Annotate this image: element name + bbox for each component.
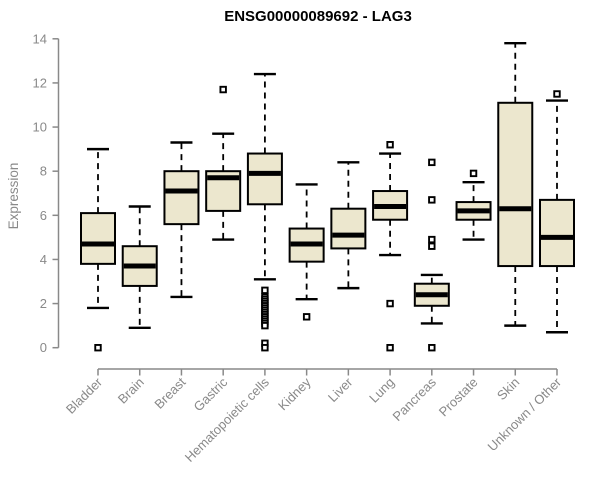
box-rect: [80, 212, 116, 265]
y-tick-label: 4: [40, 252, 47, 267]
outlier-point: [219, 85, 227, 94]
outlier-point: [302, 313, 311, 321]
y-tick-label: 12: [33, 75, 47, 90]
y-tick-label: 0: [40, 340, 47, 355]
x-category-label: Kidney: [275, 374, 314, 413]
outlier-point: [553, 90, 561, 98]
box-rect: [330, 207, 367, 250]
x-category-label: Unknown / Other: [485, 374, 565, 454]
x-category-label: Brain: [115, 375, 147, 407]
x-category-label: Skin: [494, 375, 522, 403]
box-rect: [497, 101, 534, 268]
y-tick-label: 2: [40, 296, 47, 311]
y-tick-label: 8: [40, 164, 47, 179]
x-category-label: Breast: [151, 374, 188, 411]
outlier-point: [386, 344, 394, 352]
outlier-point: [261, 321, 269, 330]
x-category-label: Pancreas: [389, 374, 439, 424]
outlier-point: [261, 344, 269, 352]
box-rect: [246, 152, 283, 206]
outlier-point: [386, 141, 394, 149]
box-rect: [163, 170, 200, 226]
x-category-label: Liver: [325, 374, 356, 405]
outlier-point: [428, 242, 436, 250]
y-tick-label: 10: [33, 120, 47, 135]
box-rect: [538, 198, 575, 268]
outlier-point: [94, 344, 102, 352]
y-axis-label: Expression: [6, 163, 21, 230]
outlier-point: [428, 235, 436, 244]
x-category-label: Gastric: [191, 374, 231, 414]
outlier-point: [428, 196, 436, 204]
outlier-point: [428, 158, 436, 167]
x-category-label: Bladder: [63, 374, 106, 417]
x-category-label: Lung: [366, 375, 397, 406]
chart-title: ENSG00000089692 - LAG3: [224, 8, 412, 25]
outlier-point: [469, 169, 478, 178]
x-category-label: Prostate: [436, 375, 481, 420]
y-tick-label: 6: [40, 208, 47, 223]
y-tick-label: 14: [33, 31, 47, 46]
outlier-point: [428, 344, 436, 352]
outlier-point: [261, 286, 269, 295]
outlier-point: [386, 299, 394, 308]
